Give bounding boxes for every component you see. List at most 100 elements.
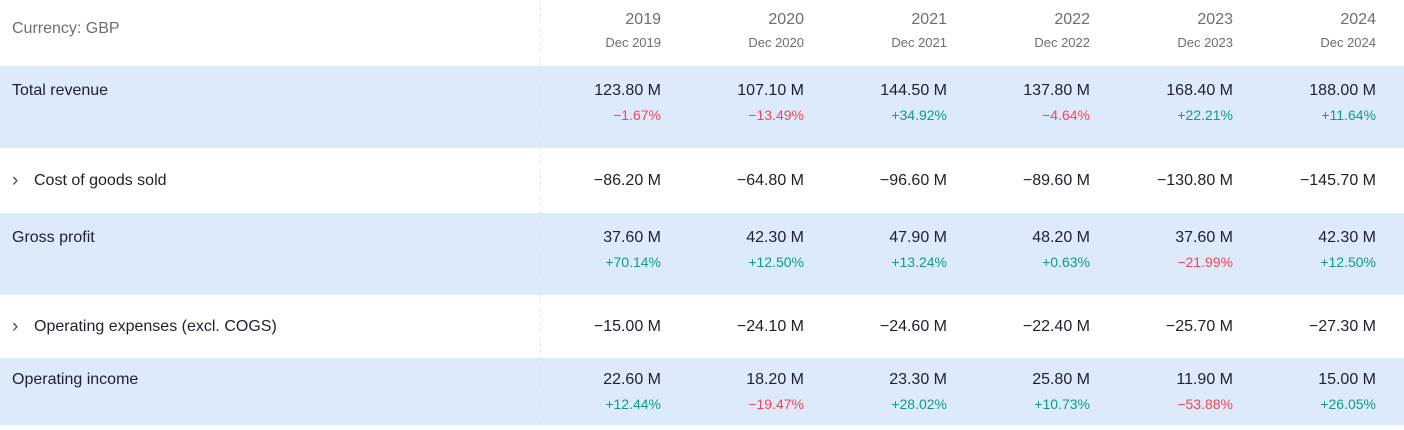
value-cell: 22.60 M +12.44% <box>518 370 661 425</box>
cell-value: 188.00 M <box>1309 82 1376 99</box>
value-cell: 15.00 M +26.05% <box>1233 370 1376 425</box>
value-cell: −15.00 M <box>518 317 661 337</box>
cell-value: 11.90 M <box>1176 371 1233 388</box>
column-header-2020[interactable]: 2020 Dec 2020 <box>661 9 804 52</box>
table-row-cost-of-goods-sold[interactable]: › Cost of goods sold −86.20 M −64.80 M −… <box>0 148 1404 213</box>
column-period: Dec 2020 <box>748 35 804 50</box>
column-year: 2022 <box>1054 11 1090 28</box>
cell-value: −24.10 M <box>736 317 804 335</box>
value-cell: 42.30 M +12.50% <box>1233 228 1376 295</box>
value-cell: 37.60 M −21.99% <box>1090 228 1233 295</box>
change-value: +34.92% <box>891 107 947 123</box>
column-header-2024[interactable]: 2024 Dec 2024 <box>1233 9 1376 52</box>
row-label-group: › Operating expenses (excl. COGS) <box>0 317 518 337</box>
column-period: Dec 2024 <box>1320 35 1376 50</box>
column-year: 2024 <box>1340 11 1376 28</box>
chevron-right-icon[interactable]: › <box>12 170 19 191</box>
cell-value: −86.20 M <box>593 171 661 189</box>
table-row-operating-income[interactable]: Operating income 22.60 M +12.44% 18.20 M… <box>0 358 1404 425</box>
change-value: −4.64% <box>1042 107 1090 123</box>
row-label-group: › Cost of goods sold <box>0 171 518 191</box>
currency-label: Currency: GBP <box>12 20 120 37</box>
cell-value: 144.50 M <box>880 82 947 99</box>
column-header-2023[interactable]: 2023 Dec 2023 <box>1090 9 1233 52</box>
cell-value: 42.30 M <box>1318 229 1376 246</box>
change-value: +22.21% <box>1177 107 1233 123</box>
column-period: Dec 2022 <box>1034 35 1090 50</box>
change-value: −21.99% <box>1177 254 1233 270</box>
cell-value: 107.10 M <box>737 82 804 99</box>
value-cell: −22.40 M <box>947 317 1090 337</box>
column-period: Dec 2019 <box>605 35 661 50</box>
cell-value: 23.30 M <box>889 371 947 388</box>
column-year: 2023 <box>1197 11 1233 28</box>
cell-value: −130.80 M <box>1156 171 1233 189</box>
cell-value: 123.80 M <box>594 82 661 99</box>
value-cell: 48.20 M +0.63% <box>947 228 1090 295</box>
chevron-right-icon[interactable]: › <box>12 316 19 337</box>
value-cell: 37.60 M +70.14% <box>518 228 661 295</box>
cell-value: 37.60 M <box>1175 229 1233 246</box>
value-cell: −86.20 M <box>518 171 661 191</box>
value-cell: −145.70 M <box>1233 171 1376 191</box>
table-header-row: Currency: GBP 2019 Dec 2019 2020 Dec 202… <box>0 0 1404 66</box>
value-cell: 47.90 M +13.24% <box>804 228 947 295</box>
column-header-2019[interactable]: 2019 Dec 2019 <box>518 9 661 52</box>
value-cell: 25.80 M +10.73% <box>947 370 1090 425</box>
cell-value: 137.80 M <box>1023 82 1090 99</box>
column-year: 2021 <box>911 11 947 28</box>
cell-value: 37.60 M <box>603 229 661 246</box>
value-cell: −64.80 M <box>661 171 804 191</box>
value-cell: 188.00 M +11.64% <box>1233 81 1376 148</box>
column-period: Dec 2021 <box>891 35 947 50</box>
cell-value: 47.90 M <box>889 229 947 246</box>
table-row-gross-profit[interactable]: Gross profit 37.60 M +70.14% 42.30 M +12… <box>0 213 1404 295</box>
value-cell: −25.70 M <box>1090 317 1233 337</box>
change-value: +70.14% <box>605 254 661 270</box>
column-year: 2020 <box>768 11 804 28</box>
row-label: Total revenue <box>12 82 109 99</box>
cell-value: −96.60 M <box>879 171 947 189</box>
value-cell: −130.80 M <box>1090 171 1233 191</box>
value-cell: 23.30 M +28.02% <box>804 370 947 425</box>
value-cell: −89.60 M <box>947 171 1090 191</box>
row-label: Cost of goods sold <box>34 171 167 189</box>
column-header-2021[interactable]: 2021 Dec 2021 <box>804 9 947 52</box>
value-cell: 11.90 M −53.88% <box>1090 370 1233 425</box>
change-value: −53.88% <box>1177 396 1233 412</box>
change-value: +12.44% <box>605 396 661 412</box>
cell-value: −25.70 M <box>1165 317 1233 335</box>
value-cell: 42.30 M +12.50% <box>661 228 804 295</box>
cell-value: −24.60 M <box>879 317 947 335</box>
cell-value: −15.00 M <box>593 317 661 335</box>
value-cell: 168.40 M +22.21% <box>1090 81 1233 148</box>
cell-value: −22.40 M <box>1022 317 1090 335</box>
change-value: −1.67% <box>613 107 661 123</box>
cell-value: 18.20 M <box>746 371 804 388</box>
change-value: +11.64% <box>1321 107 1376 123</box>
change-value: +12.50% <box>748 254 804 270</box>
value-cell: −96.60 M <box>804 171 947 191</box>
value-cell: −24.60 M <box>804 317 947 337</box>
cell-value: 15.00 M <box>1318 371 1376 388</box>
row-label: Operating expenses (excl. COGS) <box>34 317 277 335</box>
value-cell: 137.80 M −4.64% <box>947 81 1090 148</box>
column-header-2022[interactable]: 2022 Dec 2022 <box>947 9 1090 52</box>
cell-value: −64.80 M <box>736 171 804 189</box>
column-year: 2019 <box>625 11 661 28</box>
value-cell: 107.10 M −13.49% <box>661 81 804 148</box>
change-value: −13.49% <box>748 107 804 123</box>
change-value: +12.50% <box>1320 254 1376 270</box>
cell-value: 48.20 M <box>1032 229 1090 246</box>
table-row-total-revenue[interactable]: Total revenue 123.80 M −1.67% 107.10 M −… <box>0 66 1404 148</box>
cell-value: 42.30 M <box>746 229 804 246</box>
change-value: +13.24% <box>891 254 947 270</box>
value-cell: 123.80 M −1.67% <box>518 81 661 148</box>
change-value: −19.47% <box>748 396 804 412</box>
change-value: +10.73% <box>1034 396 1090 412</box>
value-cell: 144.50 M +34.92% <box>804 81 947 148</box>
row-label: Operating income <box>12 371 139 388</box>
table-row-operating-expenses[interactable]: › Operating expenses (excl. COGS) −15.00… <box>0 295 1404 358</box>
column-period: Dec 2023 <box>1177 35 1233 50</box>
